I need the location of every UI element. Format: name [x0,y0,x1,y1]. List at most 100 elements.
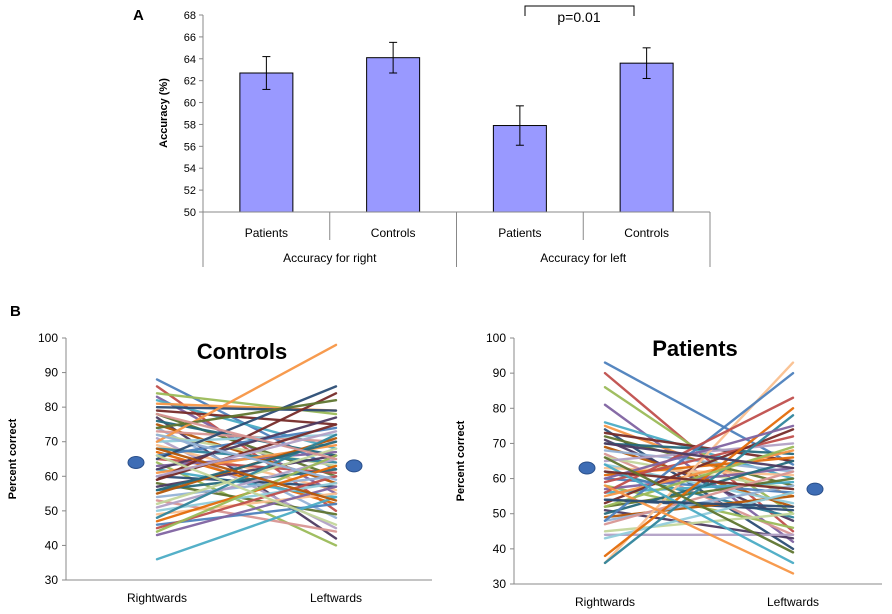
participant-line [603,361,795,565]
panel-a-category-labels: Patients Controls Patients Controls [245,212,711,267]
participant-lines [155,343,338,561]
y-tick-label: 60 [493,472,507,486]
panel-a-y-tick-label: 66 [184,32,196,44]
panel-a-y-tick-label: 54 [184,163,196,175]
participant-line [603,414,795,565]
y-axis-label: Percent correct [455,420,467,501]
participant-line [155,433,338,443]
y-tick-label: 50 [493,507,507,521]
participant-line [603,396,795,494]
panel-b-label: B [10,303,21,320]
y-tick-label: 80 [45,400,59,414]
panel-a-bar-chart: A Accuracy (%) 50 52 54 56 58 60 62 64 66 68 Pati… [133,5,711,267]
participant-line [603,449,795,473]
panel-a-group-label: Accuracy for right [283,251,377,265]
panel-title: Controls [197,339,287,364]
panel-a-y-tick-label: 68 [184,10,196,22]
x-tick-label: Leftwards [767,595,819,609]
y-tick-label: 100 [38,331,58,345]
y-tick-label: 30 [493,577,507,591]
participant-line [155,399,338,430]
bar [366,57,421,213]
panel-a-y-tick-label: 50 [184,207,196,219]
participant-line [603,407,795,558]
x-tick-label: Leftwards [310,591,362,605]
panel-a-label: A [133,7,144,24]
panel-title: Patients [652,336,738,361]
bar [619,62,674,213]
participant-line [603,428,795,505]
participant-line [603,466,795,491]
participant-line [155,423,338,481]
participant-line [155,495,338,561]
error-bar [642,47,651,79]
panel-a-y-tick-label: 56 [184,141,196,153]
participant-line [603,470,795,526]
panel-a-category-label: Controls [371,226,416,240]
panel-a-y-tick-label: 58 [184,119,196,131]
participant-line [603,445,795,508]
participant-line [603,424,795,480]
y-tick-label: 50 [45,504,59,518]
y-tick-label: 80 [493,401,507,415]
x-tick-label: Rightwards [127,591,187,605]
panel-a-group-labels: Accuracy for right Accuracy for left [283,240,627,267]
mean-marker-leftwards [806,482,824,496]
participant-line [603,442,795,470]
panel-a-y-ticks: 50 52 54 56 58 60 62 64 66 68 [184,10,203,219]
panel-a-y-tick-label: 52 [184,185,196,197]
participant-line [155,385,338,461]
panel-a-category-label: Patients [498,226,541,240]
error-bar [515,105,524,146]
mean-marker-leftwards [345,459,363,473]
participant-line [155,485,338,537]
y-tick-label: 100 [486,331,506,345]
participant-line [603,456,795,554]
error-bar [262,56,271,90]
participant-line [603,463,795,565]
panel-a-y-tick-label: 60 [184,98,196,110]
panel-a-y-tick-label: 62 [184,76,196,88]
participant-line [155,454,338,533]
participant-line [155,416,338,471]
significance-bracket: p=0.01 [524,5,635,25]
participant-line [603,498,795,508]
panel-a-bars [239,57,674,213]
error-bar [389,41,398,74]
y-tick-label: 30 [45,573,59,587]
y-tick-label: 90 [45,366,59,380]
y-tick-label: 40 [45,538,59,552]
participant-line [155,343,338,443]
participant-line [155,482,338,516]
y-tick-label: 40 [493,542,507,556]
participant-line [155,405,338,412]
participant-lines [603,361,795,575]
y-tick-label: 90 [493,366,507,380]
participant-line [155,412,338,461]
participant-line [603,459,795,515]
panel-a-y-tick-label: 64 [184,54,196,66]
y-tick-label: 70 [493,436,507,450]
participant-line [155,409,338,426]
y-tick-label: 60 [45,469,59,483]
participant-line [155,430,338,478]
panel-a-category-label: Controls [624,226,669,240]
x-tick-label: Rightwards [575,595,635,609]
controls-line-chart: 30 40 50 60 70 80 90 100 Percent correct Rightwar… [7,331,432,605]
participant-line [155,433,338,481]
participant-line [155,454,338,526]
mean-marker-rightwards [578,461,596,475]
panel-a-error-bars [262,41,651,146]
participant-line [155,447,338,502]
p-value-annotation: p=0.01 [557,9,600,25]
participant-line [603,442,795,456]
participant-line [155,443,338,492]
participant-line [155,440,338,492]
patients-line-chart: 30 40 50 60 70 80 90 100 Percent correct Rightwar… [455,331,882,609]
panel-a-group-label: Accuracy for left [540,251,627,265]
y-tick-label: 70 [45,435,59,449]
mean-marker-rightwards [127,455,145,469]
y-axis-label: Percent correct [7,418,19,499]
participant-line [155,482,338,513]
